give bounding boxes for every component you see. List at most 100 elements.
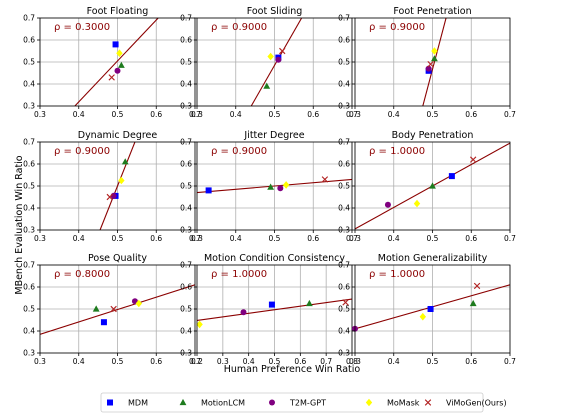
- y-tick-label: 0.5: [338, 58, 350, 67]
- x-tick-label: 0.6: [307, 234, 319, 243]
- y-tick-label: 0.4: [338, 204, 350, 213]
- scatter-points: [205, 176, 329, 194]
- y-tick-label: 0.7: [180, 138, 192, 147]
- rho-annotation: ρ = 0.9000: [211, 22, 267, 33]
- regression-line: [422, 18, 447, 106]
- point-motionlcm: [121, 158, 129, 165]
- point-vimogen-ours: [469, 156, 477, 163]
- point-t2m-gpt: [425, 65, 432, 72]
- x-tick-label: 0.6: [307, 110, 319, 119]
- point-t2m-gpt: [277, 185, 284, 192]
- rho-annotation: ρ = 0.9000: [369, 22, 425, 33]
- subplot-title: Foot Penetration: [393, 6, 471, 17]
- y-tick-label: 0.3: [180, 102, 192, 111]
- x-tick-label: 0.4: [230, 110, 242, 119]
- legend-label: MotionLCM: [201, 399, 245, 408]
- x-tick-label: 0.7: [189, 357, 201, 366]
- y-tick-label: 0.3: [23, 349, 35, 358]
- x-tick-label: 0.3: [191, 234, 203, 243]
- y-tick-label: 0.3: [180, 226, 192, 235]
- y-tick-label: 0.7: [23, 138, 35, 147]
- y-tick-label: 0.6: [180, 36, 192, 45]
- subplot-title: Jitter Degree: [243, 130, 304, 141]
- point-vimogen-ours: [279, 47, 286, 55]
- point-vimogen-ours: [106, 193, 113, 201]
- rho-annotation: ρ = 0.9000: [54, 146, 110, 157]
- subplot-title: Pose Quality: [88, 253, 147, 264]
- x-tick-label: 0.5: [269, 357, 281, 366]
- legend-item: MDM: [107, 399, 148, 408]
- y-tick-label: 0.6: [338, 36, 350, 45]
- point-mdm: [268, 301, 275, 308]
- x-tick-label: 0.4: [388, 234, 400, 243]
- point-momask: [267, 52, 274, 61]
- rho-annotation: ρ = 0.9000: [211, 146, 267, 157]
- x-tick-label: 0.3: [191, 110, 203, 119]
- y-tick-label: 0.7: [23, 261, 35, 270]
- x-tick-label: 0.5: [112, 357, 124, 366]
- x-tick-label: 0.2: [191, 357, 203, 366]
- y-tick-label: 0.5: [23, 182, 35, 191]
- x-tick-label: 0.4: [230, 234, 242, 243]
- legend-item: T2M-GPT: [269, 399, 326, 408]
- y-tick-label: 0.6: [338, 283, 350, 292]
- point-mdm: [100, 319, 107, 326]
- y-tick-label: 0.5: [338, 182, 350, 191]
- subplot-title: Foot Sliding: [247, 6, 303, 17]
- y-tick-label: 0.4: [338, 80, 350, 89]
- x-tick-label: 0.4: [73, 110, 85, 119]
- x-tick-label: 0.4: [388, 110, 400, 119]
- x-tick-label: 0.3: [349, 234, 361, 243]
- point-momask: [413, 199, 421, 208]
- point-vimogen-ours: [321, 176, 329, 183]
- y-tick-label: 0.3: [23, 102, 35, 111]
- y-tick-label: 0.3: [180, 349, 192, 358]
- x-tick-label: 0.6: [150, 110, 162, 119]
- legend-label: T2M-GPT: [289, 399, 326, 408]
- x-axis-label: Human Preference Win Ratio: [224, 364, 361, 375]
- y-tick-label: 0.6: [180, 160, 192, 169]
- y-tick-label: 0.7: [338, 261, 350, 270]
- point-momask: [282, 181, 290, 189]
- point-momask: [116, 49, 123, 57]
- x-tick-label: 0.5: [427, 110, 439, 119]
- y-tick-label: 0.3: [338, 226, 350, 235]
- x-tick-label: 0.6: [465, 357, 477, 366]
- scatter-points: [263, 47, 286, 89]
- point-motionlcm: [305, 299, 313, 307]
- scatter-points: [352, 282, 481, 332]
- x-tick-label: 0.5: [427, 357, 439, 366]
- y-tick-label: 0.5: [180, 58, 192, 67]
- y-tick-label: 0.5: [338, 305, 350, 314]
- scatter-points: [92, 298, 143, 326]
- rho-annotation: ρ = 0.3000: [54, 22, 110, 33]
- y-tick-label: 0.5: [23, 305, 35, 314]
- point-vimogen-ours: [427, 61, 434, 68]
- x-tick-label: 0.7: [504, 234, 516, 243]
- rho-annotation: ρ = 1.0000: [369, 146, 425, 157]
- x-tick-label: 0.4: [243, 357, 255, 366]
- x-tick-label: 0.3: [349, 110, 361, 119]
- scatter-points: [108, 41, 125, 81]
- x-tick-label: 0.6: [150, 234, 162, 243]
- regression-line: [197, 298, 352, 321]
- legend-label: MoMask: [387, 399, 420, 408]
- point-motionlcm: [267, 183, 275, 190]
- point-t2m-gpt: [269, 399, 275, 406]
- y-tick-label: 0.4: [23, 80, 35, 89]
- subplot-title: Body Penetration: [392, 130, 474, 141]
- point-motionlcm: [179, 398, 187, 406]
- scatter-points: [384, 156, 477, 208]
- x-tick-label: 0.7: [504, 110, 516, 119]
- x-tick-label: 0.7: [346, 234, 358, 243]
- y-tick-label: 0.7: [338, 138, 350, 147]
- rho-annotation: ρ = 1.0000: [211, 269, 267, 280]
- subplot: 0.3 0.4 0.5 0.6 0.7 0.3 0.4 0.5 0.6 0.7 Motion Gen…: [338, 253, 516, 366]
- point-motionlcm: [92, 305, 100, 312]
- point-mdm: [427, 306, 434, 312]
